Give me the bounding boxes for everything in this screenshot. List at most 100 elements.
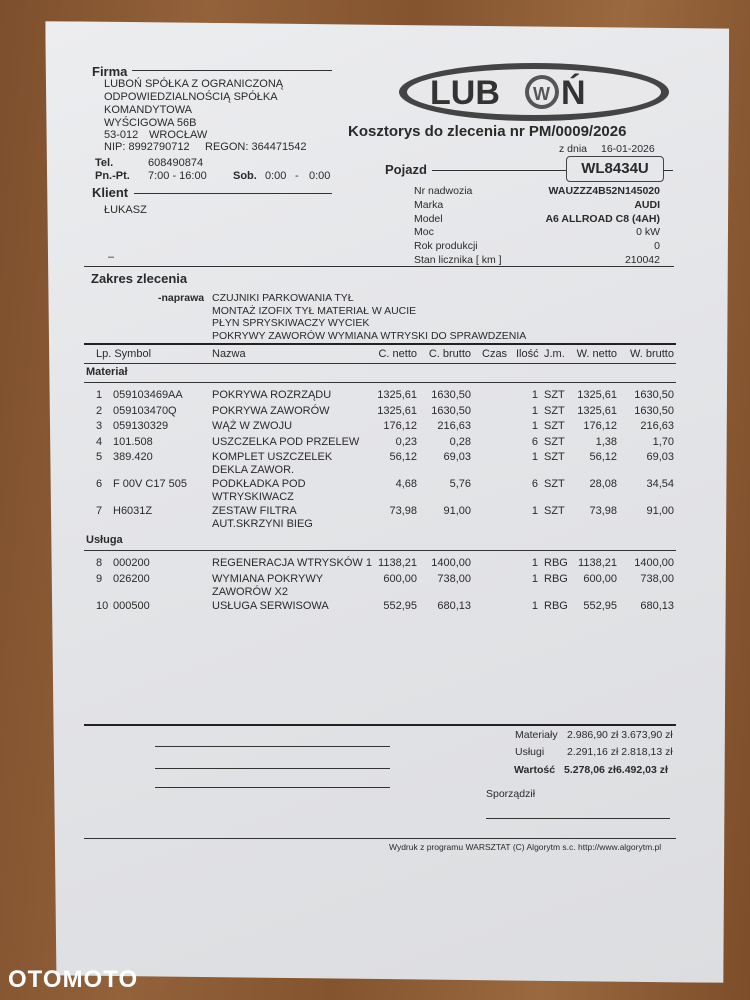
header-w-brutto: W. brutto <box>629 348 674 360</box>
section-title: Materiał <box>86 366 128 378</box>
hours-value: 7:00 - 16:00 <box>148 170 207 182</box>
cell-symbol: 059103469AA <box>113 389 183 401</box>
firma-label: Firma <box>92 64 128 79</box>
wartosc-label: Wartość <box>514 764 556 776</box>
cell-ilosc: 6 <box>531 478 538 490</box>
zakres-lines: CZUJNIKI PARKOWANIA TYŁ MONTAŻ IZOFIX TY… <box>212 292 526 342</box>
cell-c-netto: 552,95 <box>383 599 417 612</box>
cell-c-netto: 73,98 <box>389 505 417 517</box>
cell-c-netto: 1325,61 <box>377 404 417 417</box>
uslugi-value: 2.291,16 zł 2.818,13 zł <box>567 746 673 758</box>
table-row: 1 059103469AA POKRYWA ROZRZĄDU 1325,61 1… <box>84 389 676 405</box>
cell-symbol: 059103470Q <box>113 404 177 417</box>
cell-c-netto: 56,12 <box>389 451 417 463</box>
vehicle-field-label: Stan licznika [ km ] <box>414 253 502 266</box>
sat-sep: - <box>295 170 299 182</box>
vehicle-field-value: 0 kW <box>636 226 660 239</box>
firma-name-line: KOMANDYTOWA <box>104 104 193 116</box>
materialy-label: Materiały <box>515 729 558 741</box>
header-czas: Czas <box>482 348 508 360</box>
item-name-line: ZESTAW FILTRA <box>212 505 297 517</box>
cell-jm: SZT <box>544 420 565 432</box>
date-label: z dnia <box>559 143 588 155</box>
vehicle-field-value: 0 <box>654 240 660 253</box>
cell-ilosc: 1 <box>531 404 538 417</box>
cell-symbol: 389.420 <box>113 451 153 463</box>
table-row: 5 389.420 KOMPLET USZCZELEK DEKLA ZAWOR. … <box>84 451 676 478</box>
section-header: Usługa <box>84 532 676 550</box>
cell-ilosc: 1 <box>531 389 538 401</box>
pojazd-label: Pojazd <box>385 162 427 177</box>
lubon-logo: LUB W Ń <box>399 63 669 121</box>
cell-w-brutto: 1400,00 <box>634 557 674 569</box>
cell-c-netto: 0,23 <box>395 435 417 448</box>
cell-lp: 10 <box>96 599 109 612</box>
cell-c-netto: 600,00 <box>383 572 417 585</box>
items-table: Materiał 1 059103469AA POKRYWA ROZRZĄDU 1… <box>84 364 676 615</box>
cell-w-netto: 56,12 <box>589 451 617 463</box>
section-title: Usługa <box>86 534 123 546</box>
item-name-line: POKRYWA ZAWORÓW <box>212 404 330 417</box>
item-name-line: WTRYSKIWACZ <box>212 491 294 503</box>
cell-lp: 9 <box>96 572 103 585</box>
cell-w-netto: 1325,61 <box>577 404 617 417</box>
cell-c-brutto: 91,00 <box>443 505 471 517</box>
klient-label: Klient <box>92 185 129 200</box>
wartosc-value: 5.278,06 zł6.492,03 zł <box>564 764 668 776</box>
item-name-line: WYMIANA POKRYWY <box>212 572 324 585</box>
zakres-line: PŁYN SPRYSKIWACZY WYCIEK <box>212 317 370 329</box>
table-row: 2 059103470Q POKRYWA ZAWORÓW 1325,61 163… <box>84 405 676 421</box>
sat-from: 0:00 <box>265 170 287 182</box>
firma-name: LUBOŃ SPÓŁKA Z OGRANICZONĄ ODPOWIEDZIALN… <box>104 78 283 130</box>
sporzadzil-label: Sporządził <box>486 788 536 800</box>
vehicle-field-label: Moc <box>414 226 434 239</box>
sat-label: Sob. <box>233 170 257 182</box>
cell-w-netto: 552,95 <box>583 599 617 612</box>
header-c-brutto: C. brutto <box>428 348 471 360</box>
cell-w-brutto: 1630,50 <box>634 404 674 417</box>
document-title: Kosztorys do zlecenia nr PM/0009/2026 <box>348 123 627 140</box>
vehicle-field: Moc 0 kW <box>414 226 660 240</box>
cell-jm: RBG <box>544 599 568 612</box>
table-row: 10 000500 USŁUGA SERWISOWA 552,95 680,13… <box>84 600 676 616</box>
item-name-line: AUT.SKRZYNI BIEG <box>212 518 313 530</box>
vehicle-field: Model A6 ALLROAD C8 (4AH) <box>414 213 660 227</box>
cell-lp: 3 <box>96 420 103 432</box>
table-row: 4 101.508 USZCZELKA POD PRZELEW 0,23 0,2… <box>84 436 676 452</box>
zakres-line: MONTAŻ IZOFIX TYŁ MATERIAŁ W AUCIE <box>212 304 417 317</box>
vehicle-field-value: WAUZZZ4B52N145020 <box>548 185 660 197</box>
item-name-line: POKRYWA ROZRZĄDU <box>212 389 332 401</box>
cell-nazwa: POKRYWA ZAWORÓW <box>212 405 330 418</box>
cell-symbol: 059130329 <box>113 420 169 432</box>
vehicle-field: Rok produkcji 0 <box>414 240 660 254</box>
cell-w-netto: 176,12 <box>583 420 617 432</box>
svg-text:Ń: Ń <box>561 74 586 112</box>
vehicle-field-label: Rok produkcji <box>414 240 478 253</box>
cell-w-brutto: 216,63 <box>640 420 674 432</box>
vehicle-field: Marka AUDI <box>414 199 660 213</box>
cell-c-netto: 1138,21 <box>378 557 417 569</box>
vehicle-field-label: Marka <box>414 198 444 211</box>
cell-c-brutto: 1630,50 <box>431 404 471 417</box>
vehicle-field-value: A6 ALLROAD C8 (4AH) <box>545 212 660 225</box>
cell-jm: SZT <box>544 389 565 401</box>
cell-ilosc: 1 <box>531 557 538 569</box>
cell-nazwa: WYMIANA POKRYWY ZAWORÓW X2 <box>212 573 323 599</box>
header-jm: J.m. <box>544 348 565 360</box>
firma-street: WYŚCIGOWA 56B <box>104 117 197 129</box>
table-row: 9 026200 WYMIANA POKRYWY ZAWORÓW X2 600,0… <box>84 573 676 600</box>
vehicle-field-value: 210042 <box>624 253 660 266</box>
cell-nazwa: PODKŁADKA POD WTRYSKIWACZ <box>212 478 306 504</box>
cell-w-brutto: 680,13 <box>640 599 674 612</box>
vehicle-field-label: Nr nadwozia <box>414 185 473 197</box>
cell-ilosc: 1 <box>531 599 538 612</box>
cell-symbol: 026200 <box>113 572 150 585</box>
cell-ilosc: 1 <box>531 420 538 432</box>
cell-nazwa: WĄŻ W ZWOJU <box>212 420 292 433</box>
cell-nazwa: USŁUGA SERWISOWA <box>212 600 329 613</box>
vw-logo-icon: W <box>533 84 550 104</box>
hours-label: Pn.-Pt. <box>95 170 130 182</box>
otomoto-watermark: OTOMOTO <box>8 966 139 993</box>
item-name-line: REGENERACJA WTRYSKÓW 1 <box>212 557 372 569</box>
firma-nip: NIP: 8992790712 <box>104 141 190 153</box>
